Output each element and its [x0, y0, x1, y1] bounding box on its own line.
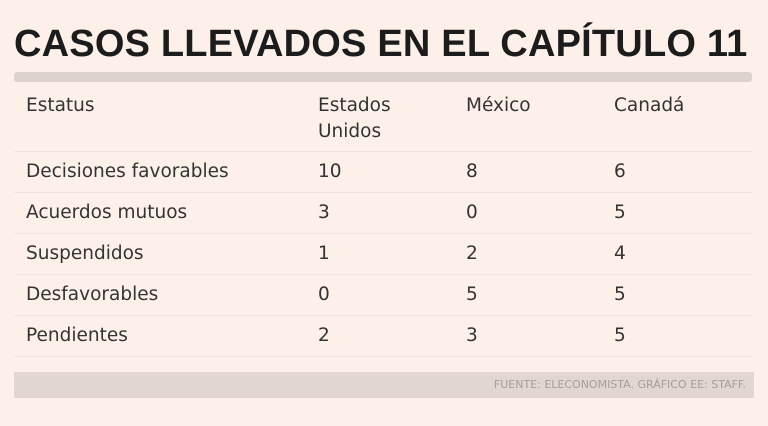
- cell-estados-unidos: 10: [306, 151, 454, 193]
- page-title: CASOS LLEVADOS EN EL CAPÍTULO 11: [14, 23, 748, 65]
- source-bar: FUENTE: ELECONOMISTA. GRÁFICO EE: STAFF.: [14, 372, 754, 398]
- table-row: Pendientes 2 3 5: [14, 315, 752, 357]
- cell-mexico: 3: [454, 315, 602, 357]
- cell-estados-unidos: 3: [306, 192, 454, 234]
- table-row: Acuerdos mutuos 3 0 5: [14, 192, 752, 234]
- table-header-row: Estatus Estados Unidos México Canadá: [14, 85, 752, 152]
- cell-canada: 5: [602, 274, 752, 316]
- cell-mexico: 5: [454, 274, 602, 316]
- cell-canada: 5: [602, 315, 752, 357]
- cell-mexico: 2: [454, 233, 602, 275]
- source-credit: FUENTE: ELECONOMISTA. GRÁFICO EE: STAFF.: [493, 378, 746, 391]
- table-row: Decisiones favorables 10 8 6: [14, 151, 752, 193]
- row-label: Desfavorables: [14, 274, 306, 316]
- table-row: Suspendidos 1 2 4: [14, 233, 752, 275]
- cell-canada: 6: [602, 151, 752, 193]
- cell-canada: 5: [602, 192, 752, 234]
- row-label: Pendientes: [14, 315, 306, 357]
- header-mexico: México: [454, 85, 602, 152]
- cell-estados-unidos: 1: [306, 233, 454, 275]
- row-label: Suspendidos: [14, 233, 306, 275]
- header-estatus: Estatus: [14, 85, 306, 152]
- cases-table: Estatus Estados Unidos México Canadá Dec…: [14, 85, 752, 357]
- header-canada: Canadá: [602, 85, 752, 152]
- cell-mexico: 0: [454, 192, 602, 234]
- header-estados-unidos: Estados Unidos: [306, 85, 454, 152]
- title-divider: [14, 72, 752, 82]
- cell-canada: 4: [602, 233, 752, 275]
- cell-mexico: 8: [454, 151, 602, 193]
- cell-estados-unidos: 2: [306, 315, 454, 357]
- row-label: Decisiones favorables: [14, 151, 306, 193]
- row-label: Acuerdos mutuos: [14, 192, 306, 234]
- cell-estados-unidos: 0: [306, 274, 454, 316]
- table-row: Desfavorables 0 5 5: [14, 274, 752, 316]
